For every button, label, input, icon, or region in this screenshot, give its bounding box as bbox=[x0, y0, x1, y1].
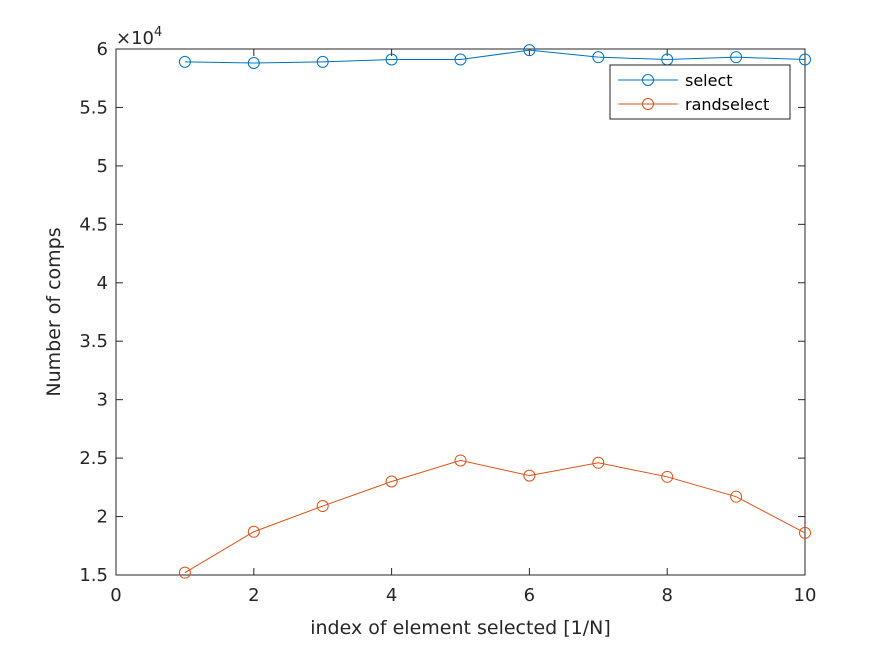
exponent-base: ×10 bbox=[116, 28, 154, 49]
data-point bbox=[385, 475, 398, 488]
y-tick-label: 1.5 bbox=[79, 565, 108, 586]
y-tick-label: 5 bbox=[97, 156, 108, 177]
y-tick-label: 3.5 bbox=[79, 331, 108, 352]
data-point bbox=[247, 57, 260, 70]
data-point bbox=[730, 490, 743, 503]
data-point bbox=[247, 525, 260, 538]
x-tick-label: 8 bbox=[661, 585, 672, 606]
data-point bbox=[454, 53, 467, 66]
data-point bbox=[799, 53, 811, 66]
x-axis: 0 2 4 6 8 10 bbox=[110, 49, 816, 606]
legend-box bbox=[609, 64, 791, 120]
series-line-randselect bbox=[184, 459, 806, 574]
y-tick-label: 3 bbox=[97, 390, 108, 411]
legend: select randselect bbox=[609, 64, 791, 120]
data-point bbox=[523, 44, 536, 57]
data-point bbox=[385, 53, 398, 66]
plot-area bbox=[115, 48, 806, 576]
data-point bbox=[661, 470, 674, 483]
y-tick-label: 4 bbox=[97, 273, 108, 294]
legend-marker bbox=[642, 98, 654, 110]
x-tick-label: 6 bbox=[524, 585, 535, 606]
data-point bbox=[592, 51, 605, 64]
y-tick-label: 2.5 bbox=[79, 448, 108, 469]
series-layer bbox=[178, 44, 811, 579]
legend-marker bbox=[642, 74, 654, 86]
y-tick-label: 6 bbox=[97, 39, 108, 60]
data-point bbox=[454, 454, 467, 467]
y-axis: 1.5 2 2.5 3 3.5 4 4.5 5 5.5 6 bbox=[79, 39, 805, 586]
x-axis-title: index of element selected [1/N] bbox=[310, 617, 611, 639]
data-point bbox=[730, 51, 743, 64]
exponent-power: 4 bbox=[154, 25, 162, 40]
data-point bbox=[316, 500, 329, 513]
y-axis-title: Number of comps bbox=[43, 227, 65, 396]
x-tick-label: 0 bbox=[110, 585, 121, 606]
y-tick-label: 4.5 bbox=[79, 214, 108, 235]
y-tick-label: 5.5 bbox=[79, 97, 108, 118]
x-tick-label: 2 bbox=[248, 585, 259, 606]
series-line-select bbox=[184, 49, 806, 64]
legend-label: select bbox=[685, 71, 733, 90]
data-point bbox=[592, 456, 605, 469]
x-tick-label: 4 bbox=[386, 585, 397, 606]
exponent-label: ×104 bbox=[116, 25, 162, 49]
series-select bbox=[178, 44, 811, 70]
data-point bbox=[178, 55, 191, 68]
data-point bbox=[799, 526, 811, 539]
data-point bbox=[178, 566, 191, 579]
y-tick-label: 2 bbox=[97, 507, 108, 528]
series-randselect bbox=[178, 454, 811, 579]
x-tick-label: 10 bbox=[794, 585, 817, 606]
data-point bbox=[523, 469, 536, 482]
legend-label: randselect bbox=[685, 95, 769, 114]
data-point bbox=[316, 55, 329, 68]
